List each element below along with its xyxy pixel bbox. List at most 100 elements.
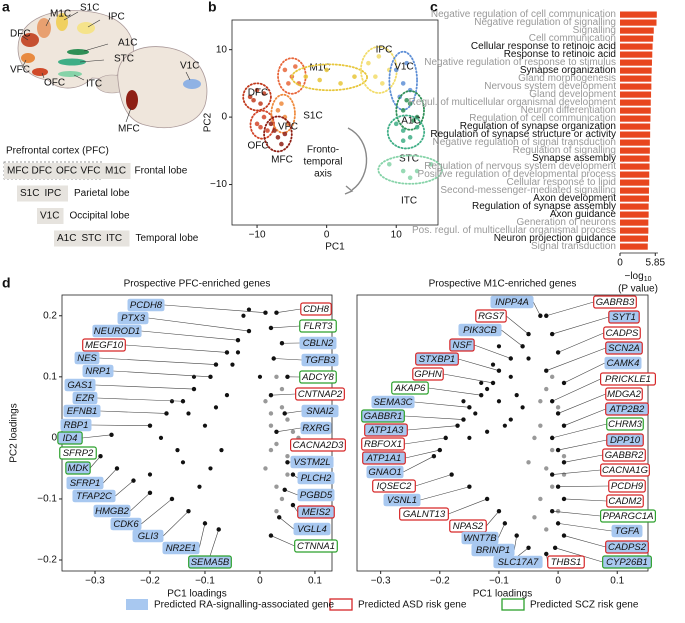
background-point: [467, 435, 472, 440]
gene-box: [449, 338, 475, 352]
sample-point: [386, 162, 392, 167]
leader-line: [555, 547, 603, 563]
plot-frame: [231, 19, 439, 226]
region-label: MFC: [118, 124, 140, 135]
gene-label: WNT7B: [463, 533, 497, 544]
x-tick-label: 0: [257, 576, 263, 587]
gene-label: CACNA2D3: [293, 440, 344, 451]
series-label: M1C: [309, 63, 330, 74]
gene-point: [274, 310, 279, 315]
category-label: Regulation of synapse structure or activ…: [430, 129, 616, 140]
background-point: [555, 508, 561, 514]
category-label: Response to retinoic acid: [504, 49, 616, 60]
leader-line: [164, 304, 266, 314]
gene-box: [63, 404, 101, 418]
gene-label: CAMK4: [607, 358, 640, 369]
y-axis-label: PC2 loadings: [9, 403, 20, 462]
gene-label: SFRP2: [63, 448, 94, 459]
leader-line: [284, 489, 298, 496]
series-label: DFC: [248, 88, 269, 99]
leader-line: [125, 344, 227, 353]
gene-point: [277, 515, 282, 520]
category-label: Second-messenger-mediated signalling: [440, 185, 616, 196]
y-tick-label: 0.2: [43, 310, 57, 321]
leader-line: [501, 329, 523, 347]
leader-line: [403, 455, 435, 473]
background-point: [544, 386, 549, 392]
gene-point: [169, 496, 175, 502]
bar: [620, 195, 649, 202]
gene-label: CHRM3: [608, 419, 642, 430]
lobe-name: Occipital lobe: [70, 211, 130, 222]
leader-line: [276, 308, 301, 314]
gene-box: [188, 555, 232, 569]
background-point: [191, 374, 197, 379]
gene-label: SEMA3C: [373, 397, 412, 408]
gene-point: [437, 447, 443, 453]
gene-box: [412, 367, 444, 381]
lobe-region: OFC: [56, 166, 77, 177]
x-tick-label: 0.1: [308, 576, 322, 587]
y-axis-label: PC2: [203, 112, 214, 132]
lobe-region: STC: [82, 233, 102, 244]
gene-box: [162, 541, 200, 555]
sample-point: [303, 74, 309, 79]
gene-box: [475, 309, 507, 323]
gene-label: SEMA5B: [191, 557, 230, 568]
background-point: [169, 399, 175, 404]
gene-label: CDK6: [113, 519, 139, 530]
leader-line: [558, 523, 612, 532]
background-point: [538, 423, 543, 428]
background-point: [285, 454, 290, 459]
gene-point: [213, 362, 219, 367]
gene-point: [479, 392, 484, 398]
bar: [620, 211, 649, 218]
gene-label: GAS1: [67, 380, 92, 391]
background-point: [208, 466, 213, 471]
background-point: [485, 429, 490, 434]
gene-point: [552, 545, 558, 550]
lobe-name: Parietal lobe: [74, 188, 130, 199]
gene-label: TFAP2C: [76, 491, 112, 502]
background-point: [479, 380, 484, 386]
gene-box: [117, 311, 149, 325]
lobe-region: VFC: [81, 166, 101, 177]
gene-label: EZR: [76, 393, 95, 404]
background-point: [257, 374, 263, 379]
gene-point: [544, 313, 549, 318]
gene-point: [561, 496, 567, 502]
category-label: Generation of neurons: [516, 217, 616, 228]
gene-box: [127, 298, 165, 312]
sample-point: [400, 128, 406, 133]
region-mfc: [126, 90, 138, 110]
x-axis-label: PC1 loadings: [167, 589, 226, 600]
region-s1c: [56, 13, 68, 31]
gene-point: [484, 496, 490, 502]
leader-line: [83, 43, 109, 52]
bar: [620, 227, 649, 234]
sample-point: [258, 124, 263, 130]
gene-label: FLRT3: [304, 321, 334, 332]
background-point: [538, 496, 543, 502]
plot-title: Prospective PFC-enriched genes: [124, 279, 271, 290]
background-point: [274, 508, 279, 514]
gene-box: [132, 529, 164, 543]
leader-line: [474, 344, 511, 359]
sample-point: [400, 81, 406, 86]
background-point: [461, 399, 466, 404]
gene-label: ADCY8: [301, 372, 334, 383]
y-tick-label: −10: [210, 179, 227, 190]
gene-label: INPP4A: [495, 297, 529, 308]
x-tick-label: −0.2: [430, 576, 450, 587]
sample-point: [428, 162, 434, 167]
gene-box: [297, 488, 335, 502]
bar: [620, 243, 648, 250]
gene-label: PCDH8: [130, 300, 163, 311]
gene-point: [526, 545, 531, 550]
bar: [620, 67, 652, 74]
leader-line: [103, 468, 118, 484]
gene-label: CADM2: [608, 496, 642, 507]
gene-point: [514, 533, 519, 538]
gene-point: [282, 487, 287, 492]
